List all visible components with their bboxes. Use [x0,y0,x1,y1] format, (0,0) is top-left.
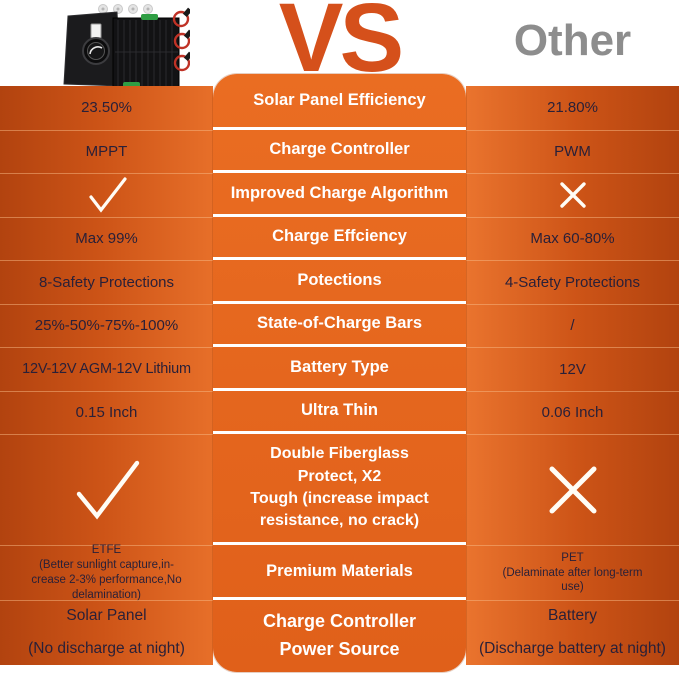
cross-icon [559,182,586,208]
value-double-fiberglass [0,434,213,545]
other-values-column: 21.80% PWM Max 60-80% 4-Safety Protectio… [466,86,679,665]
feature-charge-controller: Charge Controller [269,140,410,159]
feature-column: Solar Panel Efficiency Charge Controller… [213,74,466,672]
value-premium-materials: ETFE (Better sunlight capture,in- crease… [31,544,182,601]
cable-rings [172,10,190,72]
product-image [63,4,190,88]
other-battery-type: 12V [559,360,586,378]
feature-solar-panel-efficiency: Solar Panel Efficiency [253,90,426,109]
header: VS Other [0,0,679,92]
other-double-fiberglass [466,434,679,545]
other-improved-charge-algorithm [466,173,679,217]
feature-premium-materials: Premium Materials [266,561,413,580]
other-solar-panel-efficiency: 21.80% [547,99,598,117]
value-protections: 8-Safety Protections [38,273,175,291]
feature-ultra-thin: Ultra Thin [301,401,378,420]
other-power-source: Battery (Discharge battery at night) [479,607,666,657]
grommets [98,4,153,14]
feature-state-of-charge-bars: State-of-Charge Bars [256,314,423,333]
feature-battery-type: Battery Type [290,357,389,376]
value-charge-controller: MPPT [85,143,128,161]
feature-power-source: Charge Controller Power Source [262,611,417,659]
value-power-source: Solar Panel (No discharge at night) [28,607,185,657]
other-title: Other [513,16,632,65]
feature-charge-efficiency: Charge Effciency [272,227,407,246]
value-improved-charge-algorithm [0,173,213,217]
other-premium-materials: PET (Delaminate after long-term use) [502,551,643,594]
value-state-of-charge-bars: 25%-50%-75%-100% [34,317,179,335]
cross-icon [549,466,596,514]
value-solar-panel-efficiency: 23.50% [81,99,132,117]
check-icon [76,460,139,520]
comparison-board: 23.50% MPPT Max 99% 8-Safety Protections… [0,74,679,672]
feature-protections: Potections [297,270,382,289]
check-icon [88,177,127,213]
other-charge-controller: PWM [554,143,591,161]
other-protections: 4-Safety Protections [504,273,641,291]
value-battery-type: 12V-12V AGM-12V Lithium [22,361,191,378]
other-ultra-thin: 0.06 Inch [541,404,604,422]
feature-double-fiberglass: Double Fiberglass Protect, X2 Tough (inc… [250,445,429,530]
other-state-of-charge-bars: / [570,317,575,335]
value-ultra-thin: 0.15 Inch [75,404,138,422]
vs-title: VS [278,0,404,92]
product-values-column: 23.50% MPPT Max 99% 8-Safety Protections… [0,86,213,665]
green-mount-tab [141,14,158,20]
value-charge-efficiency: Max 99% [75,230,138,248]
feature-improved-charge-algorithm: Improved Charge Algorithm [230,183,449,202]
other-charge-efficiency: Max 60-80% [530,230,615,248]
